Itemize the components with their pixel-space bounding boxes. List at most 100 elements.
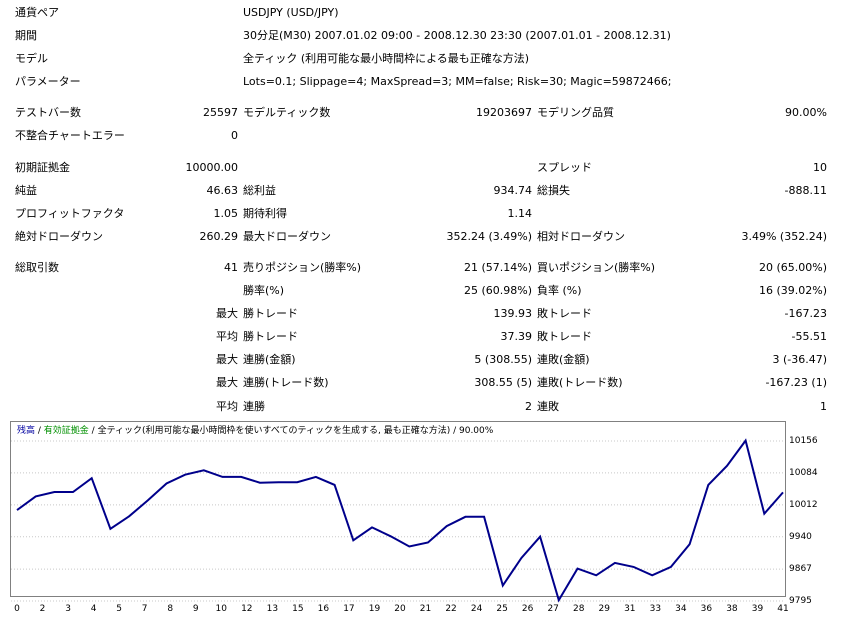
- x-tick-label: 10: [215, 604, 227, 614]
- max-consec-prefix: 最大: [216, 353, 238, 366]
- largest-win-value: 139.93: [493, 307, 533, 320]
- spread-label: スプレッド: [537, 161, 592, 174]
- bars-value: 25597: [203, 106, 238, 119]
- consec-loss-money-label: 連敗(金額): [537, 353, 590, 366]
- grossloss-label: 総損失: [537, 184, 570, 197]
- mismatch-label: 不整合チャートエラー: [15, 129, 125, 142]
- ticks-label: モデルティック数: [243, 106, 331, 119]
- reldd-value: 3.49% (352.24): [741, 230, 827, 243]
- avg-consec-loss-label: 連敗: [537, 400, 559, 413]
- model-value: 全ティック (利用可能な最小時間枠による最も正確な方法): [243, 52, 530, 65]
- x-tick-label: 19: [368, 604, 381, 614]
- long-value: 20 (65.00%): [758, 261, 827, 274]
- x-tick-label: 16: [317, 604, 330, 614]
- avg-consec-win-value: 2: [525, 400, 532, 413]
- y-tick-label: 9867: [789, 564, 812, 575]
- legend-equity: 有効証拠金: [43, 426, 89, 436]
- avg-consec-loss-value: 1: [820, 400, 827, 413]
- spread-value: 10: [813, 161, 827, 174]
- avg-loss-label: 敗トレード: [537, 330, 592, 343]
- legend-sep-2: /: [88, 426, 98, 436]
- avg-consec-prefix: 平均: [216, 400, 238, 413]
- pf-label: プロフィットファクタ: [15, 207, 125, 220]
- symbol-label: 通貨ペア: [15, 6, 59, 19]
- period-label: 期間: [15, 29, 37, 42]
- consec-profit-value: 308.55 (5): [474, 376, 532, 389]
- consec-win-money-value: 5 (308.55): [474, 353, 532, 366]
- x-tick-label: 20: [394, 604, 406, 614]
- x-tick-label: 17: [343, 604, 355, 614]
- x-tick-label: 29: [598, 604, 610, 614]
- x-tick-label: 41: [777, 604, 789, 614]
- netprofit-value: 46.63: [206, 184, 239, 197]
- x-tick-label: 25: [496, 604, 508, 614]
- ticks-value: 19203697: [476, 106, 532, 119]
- winrate-value: 25 (60.98%): [463, 284, 532, 297]
- x-tick-label: 5: [116, 604, 122, 614]
- bars-label: テストバー数: [15, 106, 81, 119]
- winrate-label: 勝率(%): [243, 284, 285, 297]
- x-tick-label: 26: [521, 604, 534, 614]
- consec-loss-money-value: 3 (-36.47): [772, 353, 827, 366]
- y-tick-label: 9795: [789, 596, 812, 606]
- params-value: Lots=0.1; Slippage=4; MaxSpread=3; MM=fa…: [243, 75, 672, 88]
- quality-value: 90.00%: [785, 106, 827, 119]
- x-tick-label: 36: [700, 604, 713, 614]
- model-label: モデル: [15, 52, 48, 65]
- grossprofit-label: 総利益: [243, 184, 276, 197]
- largest-loss-value: -167.23: [784, 307, 827, 320]
- x-tick-label: 9: [192, 604, 199, 614]
- x-tick-label: 13: [266, 604, 279, 614]
- balance-chart-frame: [10, 421, 786, 597]
- x-tick-label: 34: [675, 604, 687, 614]
- period-value: 30分足(M30) 2007.01.02 09:00 - 2008.12.30 …: [243, 29, 671, 42]
- x-tick-label: 24: [470, 604, 483, 614]
- x-tick-label: 8: [167, 604, 174, 614]
- lossrate-label: 負率 (%): [537, 284, 582, 297]
- deposit-value: 10000.00: [185, 161, 239, 174]
- reldd-label: 相対ドローダウン: [537, 230, 625, 243]
- x-tick-label: 0: [14, 604, 20, 614]
- x-tick-label: 7: [141, 604, 148, 614]
- maxdd-value: 352.24 (3.49%): [446, 230, 532, 243]
- legend-sep-1: /: [35, 426, 44, 436]
- y-tick-label: 10084: [789, 467, 818, 478]
- pf-value: 1.05: [213, 207, 239, 220]
- x-tick-label: 15: [292, 604, 304, 614]
- short-value: 21 (57.14%): [463, 261, 532, 274]
- largest-loss-label: 敗トレード: [537, 307, 592, 320]
- avg-win-value: 37.39: [500, 330, 533, 343]
- absdd-label: 絶対ドローダウン: [15, 230, 103, 243]
- largest-prefix: 最大: [216, 307, 238, 320]
- consec-profit-label: 連勝(トレード数): [243, 376, 329, 389]
- symbol-value: USDJPY (USD/JPY): [243, 6, 339, 19]
- absdd-value: 260.29: [199, 230, 239, 243]
- x-tick-label: 3: [65, 604, 71, 614]
- y-tick-label: 10156: [789, 436, 818, 446]
- legend-model-info: 全ティック(利用可能な最小時間枠を使いすべてのティックを生成する, 最も正確な方…: [97, 426, 494, 436]
- x-tick-label: 39: [751, 604, 764, 614]
- consec-win-money-label: 連勝(金額): [243, 353, 296, 366]
- mismatch-value: 0: [231, 129, 238, 142]
- trades-value: 41: [224, 261, 238, 274]
- x-tick-label: 12: [241, 604, 253, 614]
- avg-consec-win-label: 連勝: [243, 400, 265, 413]
- deposit-label: 初期証拠金: [15, 161, 70, 174]
- x-tick-label: 2: [39, 604, 46, 614]
- x-tick-label: 33: [649, 604, 662, 614]
- legend-balance: 残高: [17, 426, 36, 436]
- y-tick-label: 9940: [789, 531, 812, 542]
- y-tick-label: 10012: [789, 499, 818, 510]
- consec-loss-count-label: 連敗(トレード数): [537, 376, 623, 389]
- x-tick-label: 27: [547, 604, 559, 614]
- maxdd-label: 最大ドローダウン: [243, 230, 331, 243]
- netprofit-label: 純益: [15, 184, 37, 197]
- x-tick-label: 21: [419, 604, 432, 614]
- grossloss-value: -888.11: [784, 184, 827, 197]
- grossprofit-value: 934.74: [493, 184, 533, 197]
- chart-legend: 残高 / 有効証拠金 / 全ティック(利用可能な最小時間枠を使いすべてのティック…: [17, 425, 493, 437]
- avg-loss-value: -55.51: [791, 330, 827, 343]
- x-tick-label: 4: [90, 604, 97, 614]
- expected-label: 期待利得: [243, 207, 287, 220]
- trades-label: 総取引数: [15, 261, 59, 274]
